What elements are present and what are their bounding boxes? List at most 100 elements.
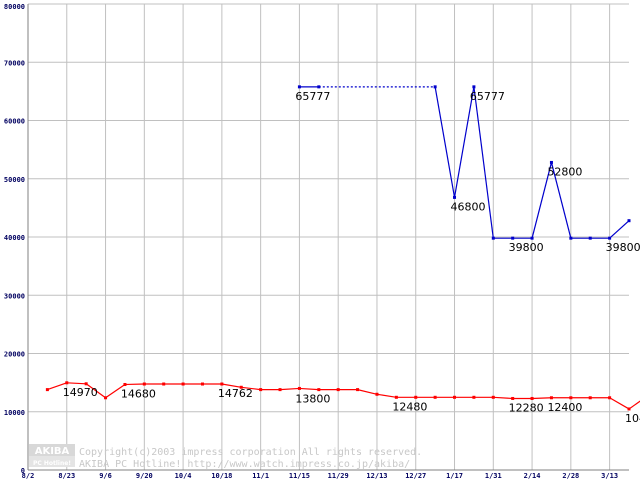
series-segment [531,162,553,239]
x-tick-label: 11/15 [289,472,310,480]
data-point [491,395,495,399]
data-point [588,236,592,240]
data-point [297,85,301,89]
data-point [627,407,631,411]
y-tick-label: 50000 [4,176,25,184]
data-label: 39800 [606,241,640,254]
series-segment [628,400,640,410]
x-tick-label: 8/23 [58,472,75,480]
data-point [317,388,321,392]
data-point [375,392,379,396]
data-point [530,396,534,400]
series-segment [532,397,552,400]
data-point [394,395,398,399]
x-tick-label: 9/6 [99,472,112,480]
akiba-logo-bottom-box [29,456,75,467]
data-label: 10480 [625,412,640,425]
y-tick-label: 80000 [4,3,25,11]
y-tick-label: 30000 [4,292,25,300]
data-point [569,396,573,400]
data-label: 65777 [295,90,330,103]
copyright-text: Copyright(c)2003 impress corporation All… [79,447,422,458]
y-tick-label: 20000 [4,351,25,359]
data-point [278,388,282,392]
x-tick-label: 11/1 [252,472,269,480]
x-tick-label: 2/14 [524,472,541,480]
x-tick-label: 1/31 [485,472,502,480]
series-segment [453,86,475,198]
series-segment [279,387,300,391]
data-point [530,236,534,240]
series-segment [434,86,456,198]
akiba-logo-bottom: PC Hotline! [33,460,71,467]
data-point [472,395,476,399]
series-segment [241,386,261,391]
data-point [239,385,243,389]
data-point [608,236,612,240]
data-point [511,236,515,240]
x-tick-label: 11/29 [328,472,349,480]
data-label: 12400 [547,401,582,414]
data-point [433,85,437,89]
data-point [123,382,127,386]
data-series [45,85,640,411]
data-point [608,396,612,400]
x-tick-label: 12/13 [366,472,387,480]
x-tick-label: 10/4 [175,472,192,480]
data-point [297,386,301,390]
x-tick-label: 9/20 [136,472,153,480]
series-segment [609,397,630,410]
akiba-logo-top: AKIBA [35,446,70,457]
data-label: 12480 [392,400,427,413]
data-label: 12280 [509,401,544,414]
data-point [200,382,204,386]
x-tick-label: 2/28 [562,472,579,480]
x-tick-label: 8/2 [22,472,35,480]
series-segment [105,383,126,399]
y-tick-label: 70000 [4,59,25,67]
x-tick-label: 3/13 [601,472,618,480]
series-segment [493,396,513,400]
y-tick-label: 10000 [4,409,25,417]
series-segment [47,382,67,391]
data-label: 14762 [218,387,253,400]
data-point [220,382,224,386]
data-point [627,219,631,223]
data-point [453,395,457,399]
data-point [104,396,108,400]
data-label: 39800 [509,241,544,254]
series-segment [609,220,630,239]
data-point [142,382,146,386]
data-label: 14680 [121,387,156,400]
y-tick-label: 40000 [4,234,25,242]
y-tick-label: 60000 [4,118,25,126]
axes [27,4,629,471]
data-point [588,396,592,400]
data-label: 13800 [295,393,330,406]
series-segment [66,382,87,385]
data-point [336,388,340,392]
data-label: 52800 [547,165,582,178]
data-label: 14970 [63,386,98,399]
data-point [45,388,49,392]
data-point [472,85,476,89]
x-tick-label: 1/17 [446,472,463,480]
x-tick-label: 12/27 [405,472,426,480]
data-point [433,395,437,399]
data-point [511,396,515,400]
akiba-logo-top-box [29,444,75,456]
series-segment [299,387,319,391]
series-segment [550,162,572,239]
y-tick-label: 0 [21,467,25,475]
data-point [162,382,166,386]
data-point [453,195,457,199]
series-segment [473,86,494,239]
data-point [84,382,88,386]
data-point [549,396,553,400]
series-segment [221,383,242,388]
watermark: AKIBA PC Hotline! Copyright(c)2003 impre… [29,444,422,470]
data-point [414,395,418,399]
